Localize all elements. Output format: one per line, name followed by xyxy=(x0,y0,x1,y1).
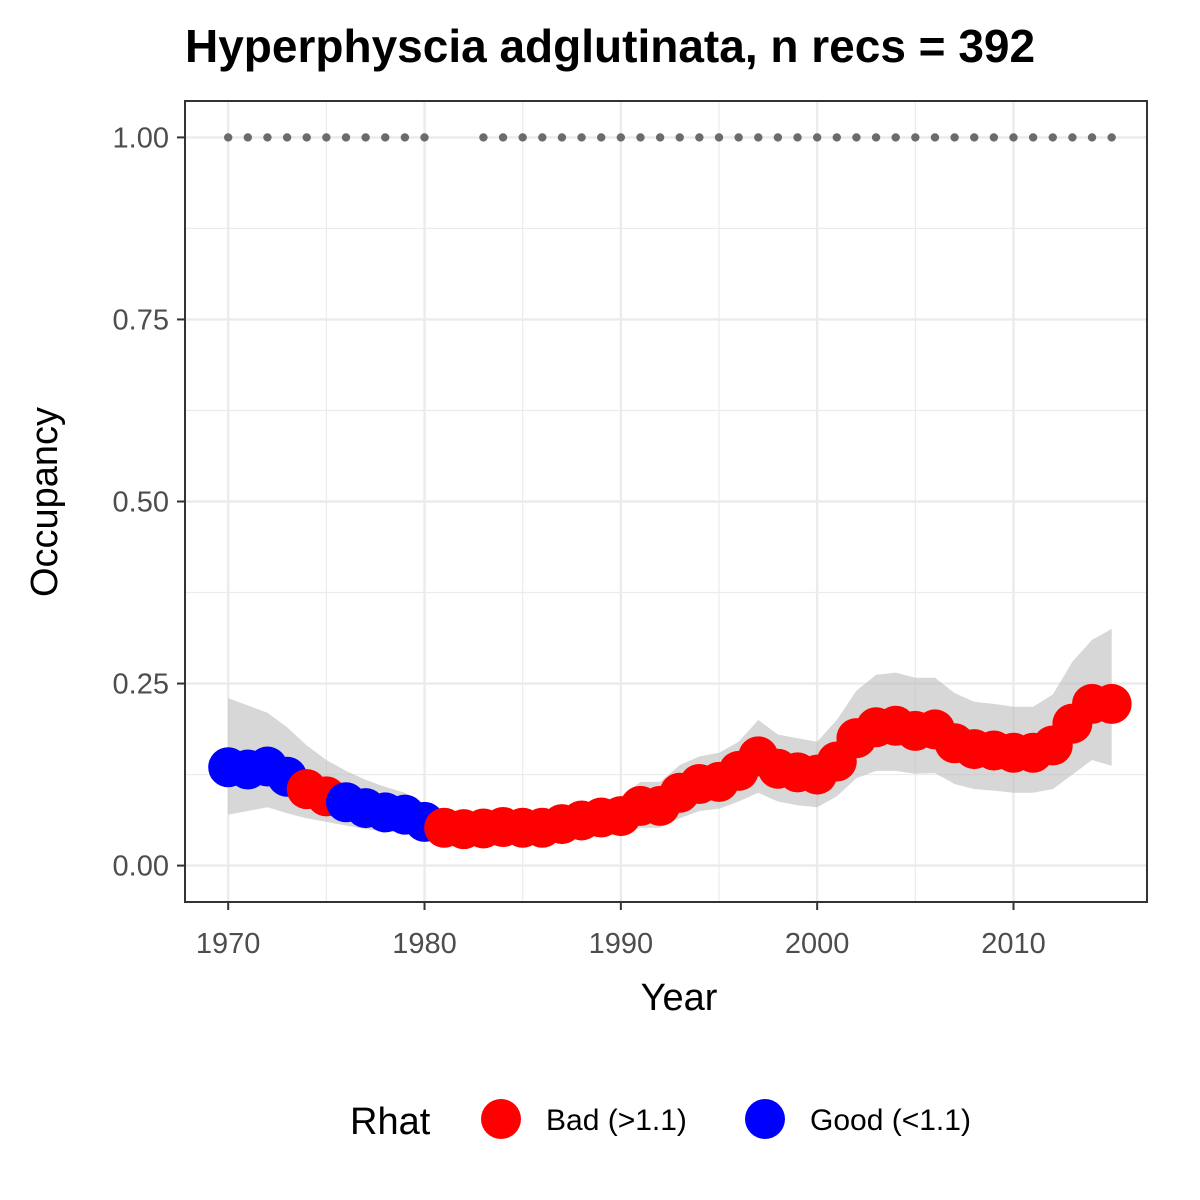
record-dot xyxy=(714,133,724,142)
x-tick-label: 2010 xyxy=(981,928,1046,960)
record-dot xyxy=(970,133,979,142)
record-dots xyxy=(223,133,1116,142)
y-tick-label: 0.25 xyxy=(113,669,169,701)
legend-key-good xyxy=(745,1099,785,1139)
record-dot xyxy=(655,133,665,142)
record-dot xyxy=(361,133,370,142)
y-tick-label: 0.50 xyxy=(113,487,169,519)
record-dot xyxy=(498,133,508,142)
record-dot xyxy=(420,133,429,142)
occupancy-points xyxy=(208,683,1132,850)
record-dot xyxy=(734,133,743,142)
record-dot xyxy=(557,133,567,142)
chart-title: Hyperphyscia adglutinata, n recs = 392 xyxy=(185,20,1035,72)
y-axis-title: Occupancy xyxy=(24,407,66,597)
y-tick-label: 1.00 xyxy=(113,122,169,154)
record-dot xyxy=(812,133,822,142)
x-tick-label: 1980 xyxy=(392,928,457,960)
y-axis-ticks: 0.00 0.25 0.50 0.75 1.00 xyxy=(113,122,185,883)
record-dot xyxy=(891,133,900,142)
legend: Rhat Bad (>1.1) Good (<1.1) xyxy=(350,1099,971,1143)
record-dot xyxy=(832,133,842,142)
credible-interval-band xyxy=(228,628,1112,842)
record-dot xyxy=(1028,133,1038,142)
record-dot xyxy=(911,133,920,142)
record-dot xyxy=(538,133,547,142)
record-dot xyxy=(989,133,999,142)
record-dot xyxy=(597,133,606,142)
record-dot xyxy=(223,133,233,142)
record-dot xyxy=(636,133,645,142)
record-dot xyxy=(263,133,272,142)
y-tick-label: 0.00 xyxy=(113,851,169,883)
record-dot xyxy=(754,133,763,142)
record-dot xyxy=(322,133,331,142)
record-dot xyxy=(1107,133,1116,142)
record-dot xyxy=(930,133,940,142)
record-dot xyxy=(302,133,311,142)
record-dot xyxy=(1087,133,1097,142)
record-dot xyxy=(518,133,527,142)
record-dot xyxy=(675,133,684,142)
legend-title: Rhat xyxy=(350,1101,431,1143)
legend-label-good: Good (<1.1) xyxy=(810,1104,971,1137)
record-dot xyxy=(852,133,861,142)
x-tick-label: 2000 xyxy=(785,928,850,960)
record-dot xyxy=(793,133,802,142)
record-dot xyxy=(1068,133,1077,142)
record-dot xyxy=(400,133,410,142)
record-dot xyxy=(616,133,626,142)
confidence-ribbon xyxy=(228,628,1112,842)
record-dot xyxy=(773,133,783,142)
x-tick-label: 1990 xyxy=(589,928,654,960)
y-tick-label: 0.75 xyxy=(113,304,169,336)
x-axis-title: Year xyxy=(641,977,718,1019)
record-dot xyxy=(1009,133,1018,142)
occupancy-point xyxy=(1091,683,1132,724)
legend-key-bad xyxy=(481,1099,521,1139)
record-dot xyxy=(381,133,390,142)
record-dot xyxy=(950,133,959,142)
record-dot xyxy=(871,133,881,142)
record-dot xyxy=(695,133,704,142)
record-dot xyxy=(341,133,351,142)
record-dot xyxy=(1048,133,1057,142)
legend-label-bad: Bad (>1.1) xyxy=(546,1104,687,1137)
x-tick-label: 1970 xyxy=(196,928,261,960)
record-dot xyxy=(243,133,253,142)
x-axis-ticks: 1970 1980 1990 2000 2010 xyxy=(196,902,1046,960)
record-dot xyxy=(479,133,488,142)
record-dot xyxy=(577,133,586,142)
record-dot xyxy=(282,133,292,142)
